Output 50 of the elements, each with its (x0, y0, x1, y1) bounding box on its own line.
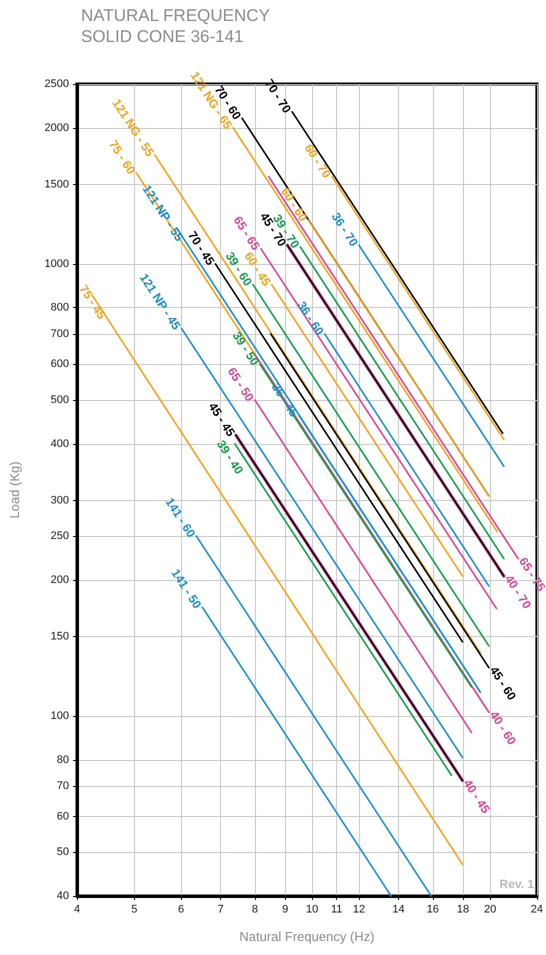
text: 75 - 60 (106, 138, 138, 177)
x-tick-label: 7 (218, 904, 224, 916)
x-tick-label: 6 (178, 904, 184, 916)
text: 60 - 70 (302, 141, 334, 181)
y-tick-label: 400 (50, 438, 69, 450)
x-tick-label: 10 (306, 904, 318, 916)
x-tick-label: 9 (282, 904, 288, 916)
y-tick-label: 50 (56, 846, 69, 858)
x-tick-label: 11 (330, 904, 342, 916)
x-tick-label: 4 (74, 904, 80, 916)
y-tick-label: 200 (50, 574, 69, 586)
annotation: Rev. 1 (500, 877, 534, 891)
y-tick-label: 500 (50, 394, 69, 406)
chart-title: NATURAL FREQUENCY (81, 6, 270, 25)
text: 40 - 45 (460, 776, 493, 816)
y-tick-label: 600 (50, 358, 69, 370)
x-tick-label: 12 (352, 904, 366, 916)
text: 70 - 45 (185, 228, 218, 268)
text: 36 - 70 (328, 210, 362, 250)
y-tick-label: 250 (50, 530, 69, 542)
y-tick-label: 1500 (44, 178, 69, 190)
x-tick-label: 16 (426, 904, 439, 916)
y-tick-label: 70 (56, 780, 69, 792)
x-tick-label: 24 (530, 904, 544, 916)
text: 39 - 40 (214, 438, 246, 477)
x-tick-label: 5 (131, 904, 138, 916)
y-tick-label: 60 (56, 810, 69, 822)
text: 121 NP - 45 (136, 271, 184, 333)
y-tick-label: 2500 (44, 78, 69, 90)
y-tick-label: 1000 (44, 258, 69, 270)
text: 141 - 50 (168, 566, 204, 612)
x-tick-label: 14 (392, 904, 405, 916)
y-tick-label: 800 (50, 302, 69, 314)
text: 36 - 60 (294, 298, 327, 338)
chart-subtitle: SOLID CONE 36-141 (81, 27, 244, 46)
x-tick-label: 18 (456, 904, 470, 916)
y-axis-title: Load (Kg) (7, 461, 22, 519)
y-tick-label: 300 (50, 494, 69, 506)
y-tick-label: 2000 (44, 122, 69, 134)
text: 45 - 60 (486, 664, 520, 704)
y-tick-label: 150 (50, 630, 69, 642)
text: 40 - 60 (486, 708, 520, 748)
y-tick-label: 700 (50, 328, 69, 340)
y-tick-label: 80 (56, 754, 69, 766)
x-axis-title: Natural Frequency (Hz) (239, 929, 374, 944)
y-tick-label: 100 (50, 710, 69, 722)
y-tick-label: 40 (56, 890, 69, 902)
x-tick-label: 20 (484, 904, 496, 916)
text: 141 - 60 (162, 495, 198, 540)
x-tick-label: 8 (252, 904, 258, 916)
